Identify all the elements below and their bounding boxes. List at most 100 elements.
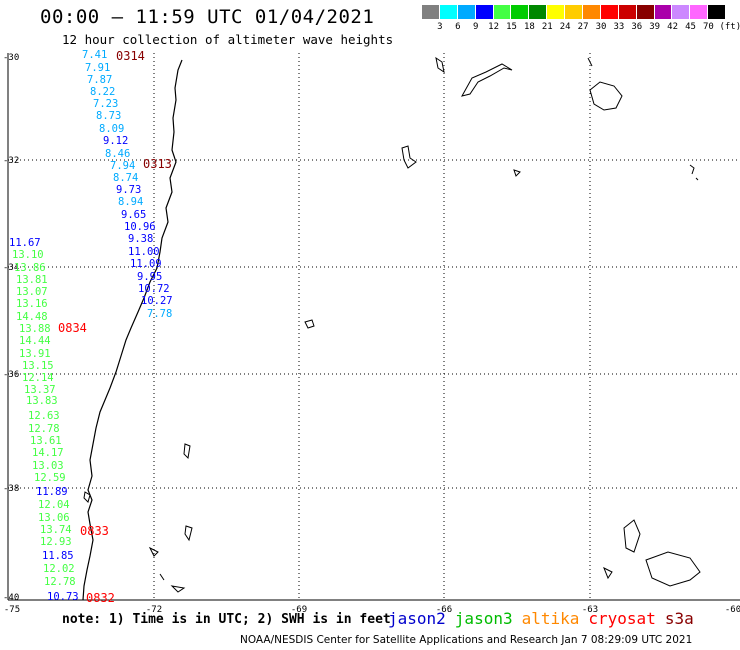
wave-height-value: 12.14: [22, 372, 54, 384]
island-east-2: [461, 63, 513, 97]
wave-height-value: 8.46: [105, 148, 130, 160]
longitude-label: -72: [146, 605, 162, 615]
latitude-label: -38: [3, 484, 19, 494]
satellite-legend: jason2 jason3 altika cryosat s3a: [388, 609, 703, 628]
island-small-2: [184, 525, 193, 542]
legend-swatch: [475, 5, 494, 19]
island-chiloe-north: [83, 491, 91, 503]
color-legend-bar: [422, 5, 727, 19]
legend-swatch: [600, 5, 619, 19]
legend-label: 70: [702, 22, 714, 32]
legend-swatch: [565, 5, 584, 19]
legend-swatch: [422, 5, 440, 19]
legend-swatch: [583, 5, 601, 19]
latitude-label: -36: [3, 370, 19, 380]
legend-label: 36: [631, 22, 643, 32]
wave-height-value: 11.00: [128, 246, 160, 258]
satellite-cryosat: cryosat: [588, 609, 656, 628]
pass-time-label: 0314: [116, 49, 145, 63]
wave-height-value: 11.67: [9, 237, 41, 249]
wave-height-value: 8.74: [113, 172, 138, 184]
wave-height-value: 13.03: [32, 460, 64, 472]
legend-swatch: [511, 5, 530, 19]
legend-label: 3: [437, 22, 443, 32]
wave-height-value: 11.85: [42, 550, 74, 562]
legend-label: 42: [667, 22, 679, 32]
wave-height-value: 13.15: [22, 360, 54, 372]
island-small-3: [148, 546, 159, 557]
legend-swatch: [672, 5, 691, 19]
longitude-label: -60: [725, 605, 740, 615]
wave-height-value: 7.78: [147, 308, 172, 320]
latitude-label: -30: [3, 53, 19, 63]
legend-label: 15: [506, 22, 517, 32]
legend-label: 30: [595, 22, 607, 32]
wave-height-value: 10.96: [124, 221, 156, 233]
wave-height-value: 13.88: [19, 323, 51, 335]
wave-height-value: 8.22: [90, 86, 115, 98]
legend-label: 27: [577, 22, 589, 32]
legend-label: 12: [488, 22, 500, 32]
wave-height-value: 8.94: [118, 196, 143, 208]
wave-height-value: 13.83: [26, 395, 58, 407]
island-small-4: [170, 585, 186, 593]
wave-height-value: 14.48: [16, 311, 48, 323]
map-credit: NOAA/NESDIS Center for Satellite Applica…: [240, 634, 693, 646]
longitude-label: -66: [436, 605, 452, 615]
legend-swatch: [636, 5, 655, 19]
wave-height-value: 13.61: [30, 435, 62, 447]
island-east-1: [435, 56, 445, 74]
wave-height-value: 9.38: [128, 233, 153, 245]
longitude-label: -75: [4, 605, 20, 615]
satellite-altika: altika: [521, 609, 580, 628]
wave-height-value: 13.86: [14, 262, 46, 274]
legend-label: 21: [541, 22, 553, 32]
longitude-label: -63: [582, 605, 598, 615]
wave-height-value: 9.73: [116, 184, 141, 196]
legend-unit: (ft): [719, 22, 740, 32]
legend-label: 33: [613, 22, 625, 32]
latitude-labels: -30 -32 -34 -36 -38 -40: [3, 53, 19, 603]
color-legend-labels: 3 6 9 12 15 18 21 24 27 30 33 36 39 42 45 70 (ft): [422, 22, 740, 34]
legend-swatch: [439, 5, 458, 19]
wave-height-value: 13.91: [19, 348, 51, 360]
island-robinson: [401, 145, 417, 169]
satellite-s3a: s3a: [664, 609, 694, 628]
legend-swatch: [690, 5, 709, 19]
wave-height-value: 7.41: [82, 49, 107, 61]
island-east-4: [587, 57, 593, 67]
wave-height-value: 12.04: [38, 499, 70, 511]
legend-label: 45: [685, 22, 696, 32]
wave-height-value: 12.59: [34, 472, 66, 484]
longitude-labels: -75 -72 -69 -66 -63 -60: [4, 605, 740, 615]
map-subtitle: 12 hour collection of altimeter wave hei…: [62, 32, 394, 47]
island-east-5: [623, 519, 641, 553]
wave-height-value: 7.87: [87, 74, 112, 86]
island-east-7: [603, 566, 613, 580]
wave-height-value: 10.27: [141, 295, 173, 307]
wave-height-value: 13.10: [12, 249, 44, 261]
latitude-label: -32: [3, 156, 19, 166]
altimeter-track-2: 11.6713.1013.8613.8113.0713.1614.4813.88…: [9, 237, 79, 603]
wave-height-value: 7.23: [93, 98, 118, 110]
wave-height-value: 13.06: [38, 512, 70, 524]
island-mocha: [304, 319, 315, 329]
wave-height-value: 12.63: [28, 410, 60, 422]
legend-label: 9: [472, 22, 479, 32]
wave-height-value: 8.73: [96, 110, 121, 122]
pass-time-label: 0834: [58, 321, 87, 335]
map-note: note: 1) Time is in UTC; 2) SWH is in fe…: [62, 612, 391, 627]
legend-swatch: [708, 5, 727, 19]
latitude-label: -40: [3, 593, 19, 603]
legend-swatch: [457, 5, 476, 19]
wave-height-value: 9.12: [103, 135, 128, 147]
legend-label: 18: [523, 22, 535, 32]
wave-height-value: 9.65: [121, 209, 146, 221]
legend-swatch: [529, 5, 548, 19]
island-east-6: [645, 551, 701, 587]
wave-height-value: 12.78: [44, 576, 76, 588]
pass-time-label: 0313: [143, 157, 172, 171]
island-small-5: [159, 573, 165, 581]
wave-height-value: 7.91: [85, 62, 110, 74]
